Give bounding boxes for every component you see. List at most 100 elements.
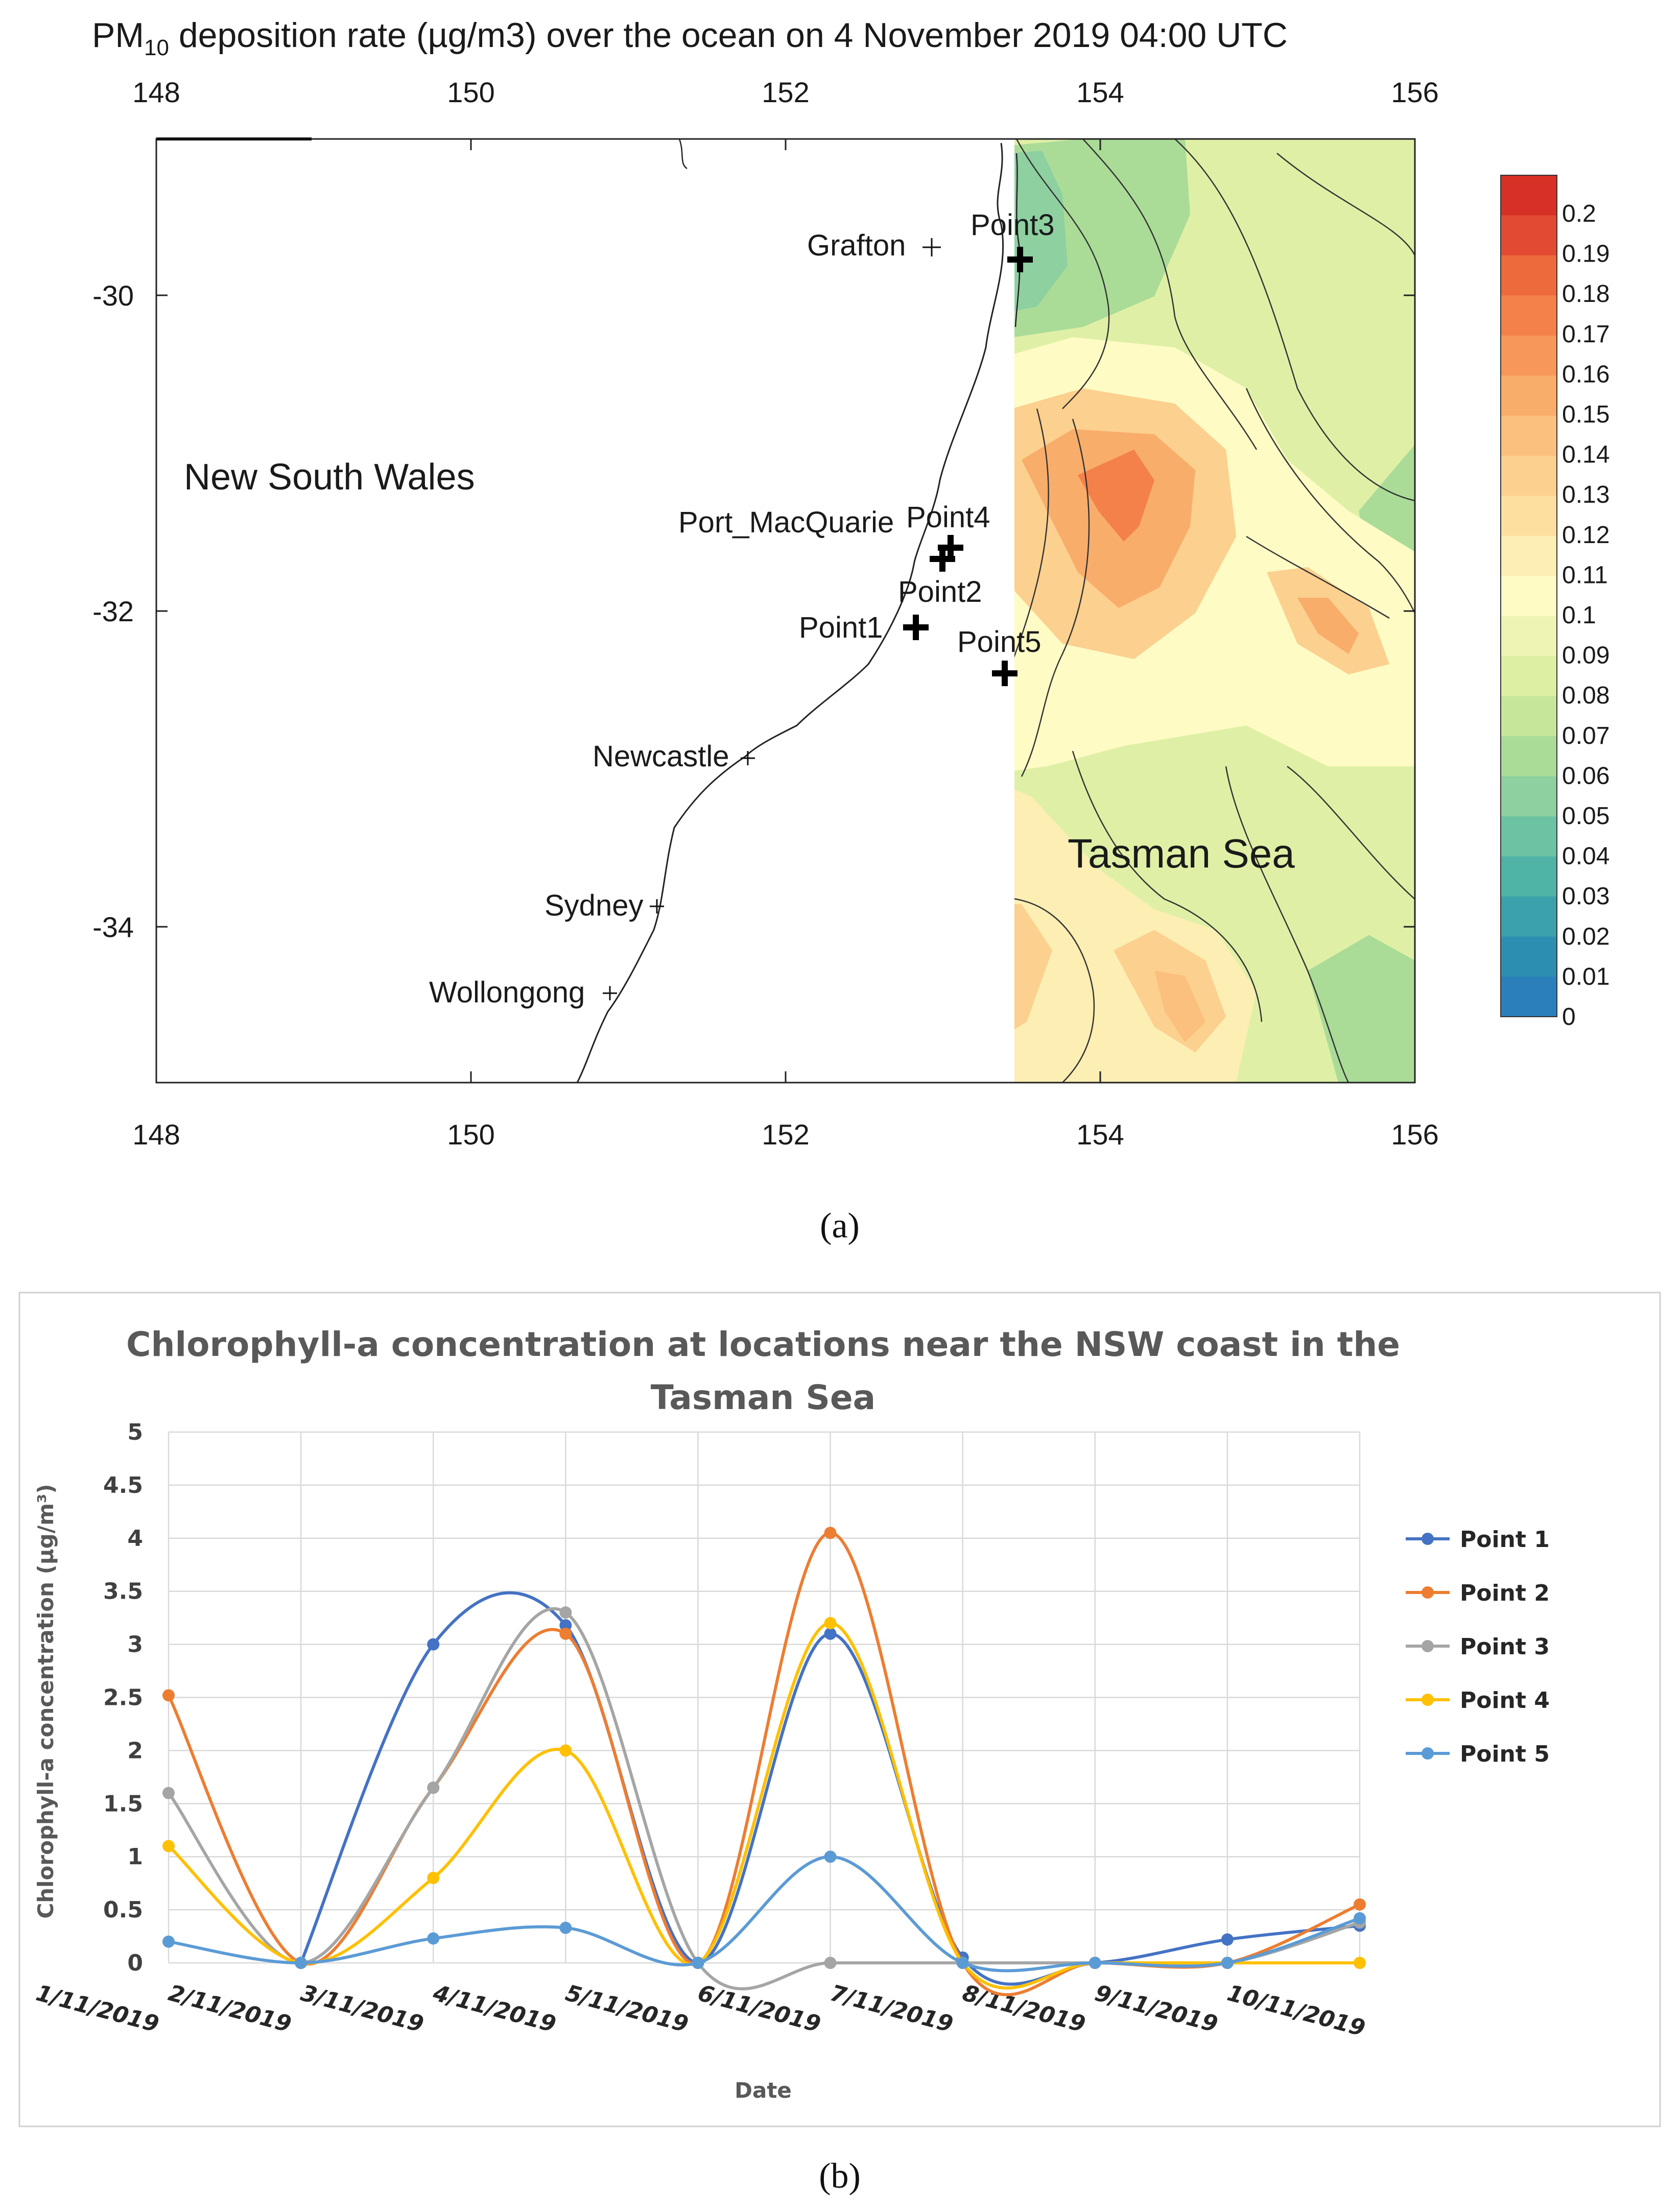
legend-label-point-1: Point 1 <box>1460 1527 1550 1553</box>
chart-y-tick-label: 4 <box>127 1526 143 1552</box>
map-bottom-tick-label: 148 <box>132 1118 180 1151</box>
map-left-tick-label: -32 <box>92 595 134 627</box>
chart-y-tick-label: 0.5 <box>103 1897 143 1923</box>
chart-legend: Point 1 Point 2 Point 3 Point 4 Point 5 <box>1406 1527 1550 1767</box>
colorbar: 0.2 0.19 0.18 0.17 0.16 0.15 0.14 0.13 0.12 0.11 0… <box>1500 175 1610 1030</box>
place-label-sydney: Sydney <box>545 889 643 922</box>
data-point-point-4 <box>1354 1957 1366 1969</box>
colorbar-label: 0.04 <box>1562 843 1610 870</box>
colorbar-label: 0.16 <box>1562 361 1610 388</box>
data-point-point-5 <box>1354 1912 1366 1925</box>
data-point-point-3 <box>162 1787 175 1799</box>
colorbar-label: 0.13 <box>1562 481 1610 508</box>
chart-series <box>162 1527 1366 1997</box>
map-bottom-tick-label: 152 <box>762 1118 809 1151</box>
chart-title-line-1: Chlorophyll-a concentration at locations… <box>126 1325 1400 1364</box>
map-left-tick-label: -30 <box>92 279 134 312</box>
map-top-tick-label: 154 <box>1076 76 1124 108</box>
colorbar-swatch <box>1501 816 1557 857</box>
chart-y-tick-label: 3 <box>127 1632 143 1658</box>
data-point-point-3 <box>824 1957 837 1969</box>
colorbar-frame <box>1500 175 1557 1017</box>
colorbar-swatch <box>1501 295 1557 336</box>
map-top-tick-label: 156 <box>1391 76 1438 108</box>
place-marker-sydney <box>650 899 664 913</box>
colorbar-label: 0.18 <box>1562 280 1610 308</box>
colorbar-label: 0.02 <box>1562 923 1610 950</box>
map-left-tick-label: -34 <box>92 911 134 943</box>
colorbar-label: 0.14 <box>1562 441 1610 468</box>
point-marker-1 <box>903 615 929 640</box>
colorbar-swatch <box>1501 535 1557 576</box>
contour-high-east-2 <box>1297 598 1359 654</box>
chart-y-tick-label: 0 <box>127 1950 143 1976</box>
data-point-point-3 <box>559 1606 572 1619</box>
legend-marker-point-3 <box>1422 1640 1434 1652</box>
point-label-5: Point5 <box>957 625 1041 659</box>
chart-y-tick-label: 2 <box>127 1738 143 1764</box>
place-label-port-macquarie: Port_MacQuarie <box>678 506 894 539</box>
chart-y-axis-label: Chlorophyll-a concentration (µg/m³) <box>33 1484 58 1919</box>
data-point-point-5 <box>295 1957 307 1969</box>
point-marker-4 <box>938 535 963 560</box>
colorbar-swatch <box>1501 976 1557 1017</box>
place-marker-wollongong <box>603 986 617 1000</box>
colorbar-swatch <box>1501 415 1557 456</box>
map-top-tick-label: 152 <box>762 76 809 108</box>
colorbar-label: 0.07 <box>1562 722 1610 749</box>
data-point-point-4 <box>824 1617 837 1630</box>
place-marker-newcastle <box>741 751 755 765</box>
point-label-4: Point4 <box>906 501 990 534</box>
map-bottom-tick-label: 150 <box>447 1118 494 1151</box>
map-top-tick-label: 148 <box>132 76 180 108</box>
map-title: PM10 deposition rate (µg/m3) over the oc… <box>92 16 1288 60</box>
colorbar-label: 0.03 <box>1562 883 1610 910</box>
chart-y-tick-label: 4.5 <box>103 1472 143 1498</box>
colorbar-swatch <box>1501 896 1557 937</box>
colorbar-swatch <box>1501 936 1557 977</box>
colorbar-swatch <box>1501 856 1557 897</box>
legend-marker-point-1 <box>1422 1533 1434 1545</box>
data-point-point-5 <box>956 1957 969 1969</box>
coastline-offshore <box>1014 153 1021 327</box>
panel-label-a: (a) <box>820 1206 860 1246</box>
sample-points: Point1 Point2 Point3 Point4 Point5 <box>799 208 1054 686</box>
legend-marker-point-2 <box>1422 1586 1434 1599</box>
series-line-point-1 <box>299 1591 1360 1986</box>
data-point-point-5 <box>824 1850 837 1863</box>
colorbar-label: 0 <box>1562 1003 1576 1030</box>
colorbar-label: 0.09 <box>1562 642 1610 669</box>
chart-y-tick-label: 5 <box>127 1419 143 1445</box>
colorbar-swatch <box>1501 175 1557 216</box>
colorbar-label: 0.17 <box>1562 321 1610 348</box>
point-label-1: Point1 <box>799 611 883 644</box>
island <box>678 139 688 170</box>
colorbar-label: 0.01 <box>1562 963 1610 990</box>
colorbar-label: 0.06 <box>1562 762 1610 789</box>
land-label: New South Wales <box>184 457 475 498</box>
colorbar-swatch <box>1501 335 1557 376</box>
colorbar-label: 0.11 <box>1562 561 1608 589</box>
colorbar-swatch <box>1501 696 1557 737</box>
place-marker-grafton <box>922 238 941 256</box>
contour-low-north-inner <box>1009 151 1068 312</box>
colorbar-swatch <box>1501 456 1557 496</box>
data-point-point-1 <box>559 1619 572 1632</box>
chart-gridlines <box>168 1431 1361 1964</box>
sea-label: Tasman Sea <box>1068 831 1295 876</box>
point-marker-5 <box>992 661 1018 686</box>
data-point-point-4 <box>427 1871 440 1884</box>
data-point-point-5 <box>559 1921 572 1934</box>
colorbar-swatch <box>1501 656 1557 697</box>
place-label-grafton: Grafton <box>807 229 906 262</box>
point-label-3: Point3 <box>971 208 1054 242</box>
place-label-wollongong: Wollongong <box>429 976 585 1009</box>
point-label-2: Point2 <box>898 575 982 608</box>
data-point-point-1 <box>824 1627 837 1640</box>
data-point-point-5 <box>427 1932 440 1945</box>
colorbar-label: 0.05 <box>1562 803 1610 830</box>
data-point-point-2 <box>1354 1898 1366 1911</box>
chlorophyll-chart-panel: Chlorophyll-a concentration at locations… <box>18 1292 1661 2196</box>
colorbar-swatch <box>1501 255 1557 296</box>
contour-peak-north <box>1078 450 1154 542</box>
